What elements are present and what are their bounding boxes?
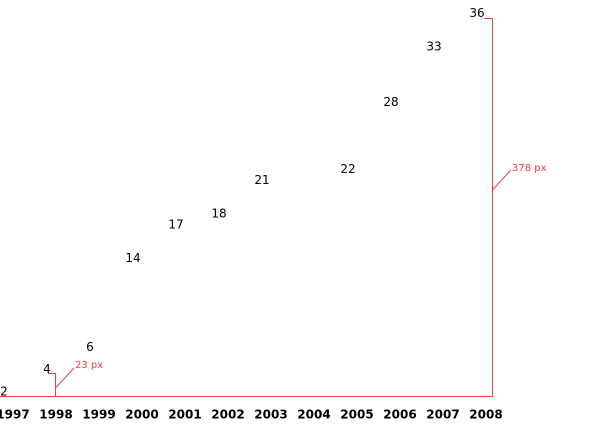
x-tick-label: 2001 (168, 408, 201, 422)
x-tick-label: 1997 (0, 408, 30, 422)
x-tick-label: 2004 (297, 408, 330, 422)
data-label: 17 (168, 217, 183, 231)
leader-line (492, 169, 512, 191)
x-tick-label: 2005 (340, 408, 373, 422)
data-label: 22 (340, 162, 355, 176)
x-tick-label: 2008 (469, 408, 502, 422)
x-tick-label: 1999 (82, 408, 115, 422)
data-label: 14 (125, 251, 140, 265)
x-tick-label: 2002 (211, 408, 244, 422)
measure-guides (0, 18, 512, 397)
dimension-line (0, 18, 493, 397)
data-label: 4 (43, 362, 51, 376)
data-label: 36 (469, 6, 484, 20)
x-tick-label: 2000 (125, 408, 158, 422)
data-label: 6 (86, 340, 94, 354)
data-label: 21 (254, 173, 269, 187)
dimension-line (48, 373, 56, 397)
leader-line (55, 367, 75, 389)
x-tick-label: 1998 (39, 408, 72, 422)
data-label: 2 (0, 384, 8, 398)
data-label: 28 (383, 95, 398, 109)
x-tick-label: 2003 (254, 408, 287, 422)
x-tick-label: 2006 (383, 408, 416, 422)
data-label: 18 (211, 206, 226, 220)
x-tick-label: 2007 (426, 408, 459, 422)
data-label: 33 (426, 40, 441, 54)
annotation: 23 px (75, 360, 103, 371)
annotation: 378 px (512, 163, 547, 174)
